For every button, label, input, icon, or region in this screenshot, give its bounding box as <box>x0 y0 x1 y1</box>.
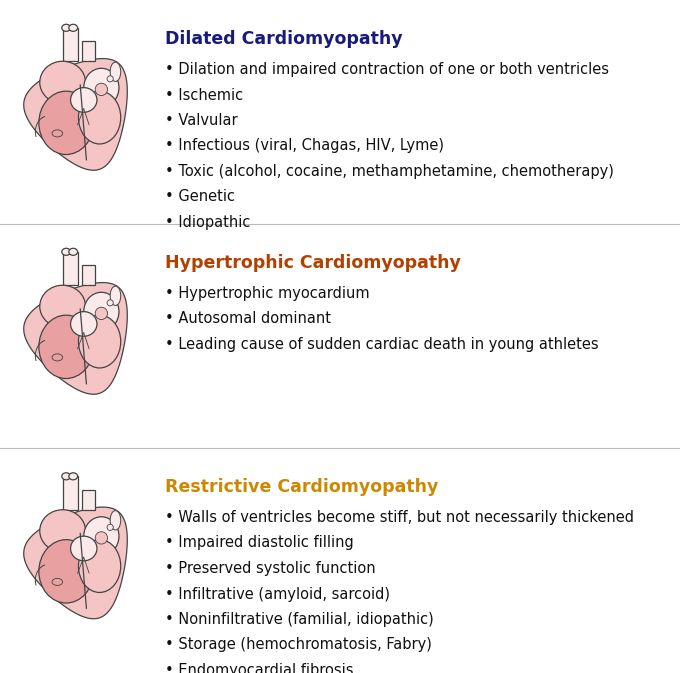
Ellipse shape <box>107 524 114 530</box>
Ellipse shape <box>84 68 119 107</box>
Ellipse shape <box>95 308 107 320</box>
Polygon shape <box>82 265 95 285</box>
Ellipse shape <box>110 286 121 306</box>
Ellipse shape <box>78 315 121 368</box>
Ellipse shape <box>71 536 97 561</box>
Text: • Walls of ventricles become stiff, but not necessarily thickened: • Walls of ventricles become stiff, but … <box>165 510 634 525</box>
Text: • Ischemic: • Ischemic <box>165 87 243 102</box>
Polygon shape <box>82 489 95 509</box>
Text: Hypertrophic Cardiomyopathy: Hypertrophic Cardiomyopathy <box>165 254 461 272</box>
Ellipse shape <box>62 24 71 32</box>
Ellipse shape <box>52 130 63 137</box>
Text: • Dilation and impaired contraction of one or both ventricles: • Dilation and impaired contraction of o… <box>165 62 609 77</box>
Ellipse shape <box>95 83 107 96</box>
Text: • Toxic (alcohol, cocaine, methamphetamine, chemotherapy): • Toxic (alcohol, cocaine, methamphetami… <box>165 164 614 179</box>
Text: • Noninfiltrative (familial, idiopathic): • Noninfiltrative (familial, idiopathic) <box>165 612 434 627</box>
Text: • Hypertrophic myocardium: • Hypertrophic myocardium <box>165 286 370 301</box>
Ellipse shape <box>52 578 63 586</box>
Text: • Idiopathic: • Idiopathic <box>165 215 250 230</box>
Ellipse shape <box>78 540 121 592</box>
Ellipse shape <box>39 509 86 552</box>
Ellipse shape <box>107 299 114 306</box>
Text: Dilated Cardiomyopathy: Dilated Cardiomyopathy <box>165 30 403 48</box>
Text: • Leading cause of sudden cardiac death in young athletes: • Leading cause of sudden cardiac death … <box>165 337 598 352</box>
Ellipse shape <box>84 292 119 331</box>
Ellipse shape <box>62 248 71 255</box>
Text: • Preserved systolic function: • Preserved systolic function <box>165 561 375 576</box>
Ellipse shape <box>84 517 119 555</box>
Ellipse shape <box>78 91 121 144</box>
Ellipse shape <box>107 76 114 82</box>
Text: • Autosomal dominant: • Autosomal dominant <box>165 312 331 326</box>
Ellipse shape <box>39 61 86 104</box>
Text: • Infectious (viral, Chagas, HIV, Lyme): • Infectious (viral, Chagas, HIV, Lyme) <box>165 139 444 153</box>
Ellipse shape <box>39 285 86 328</box>
Ellipse shape <box>39 315 93 378</box>
Ellipse shape <box>62 472 71 480</box>
Polygon shape <box>63 476 78 509</box>
Polygon shape <box>63 28 78 61</box>
Ellipse shape <box>71 312 97 336</box>
Ellipse shape <box>69 24 78 32</box>
Text: • Infiltrative (amyloid, sarcoid): • Infiltrative (amyloid, sarcoid) <box>165 586 390 602</box>
Polygon shape <box>82 41 95 61</box>
Polygon shape <box>24 507 127 618</box>
Text: • Valvular: • Valvular <box>165 113 237 128</box>
Text: • Endomyocardial fibrosis: • Endomyocardial fibrosis <box>165 663 354 673</box>
Ellipse shape <box>52 354 63 361</box>
Ellipse shape <box>69 248 78 255</box>
Polygon shape <box>63 252 78 285</box>
Text: • Genetic: • Genetic <box>165 190 235 205</box>
Ellipse shape <box>110 62 121 81</box>
Ellipse shape <box>110 511 121 530</box>
Polygon shape <box>24 283 127 394</box>
Ellipse shape <box>39 540 93 603</box>
Text: • Storage (hemochromatosis, Fabry): • Storage (hemochromatosis, Fabry) <box>165 637 432 653</box>
Ellipse shape <box>39 91 93 155</box>
Text: • Impaired diastolic filling: • Impaired diastolic filling <box>165 536 354 551</box>
Ellipse shape <box>69 472 78 480</box>
Ellipse shape <box>71 87 97 112</box>
Ellipse shape <box>95 532 107 544</box>
Polygon shape <box>24 59 127 170</box>
Text: Restrictive Cardiomyopathy: Restrictive Cardiomyopathy <box>165 478 439 496</box>
